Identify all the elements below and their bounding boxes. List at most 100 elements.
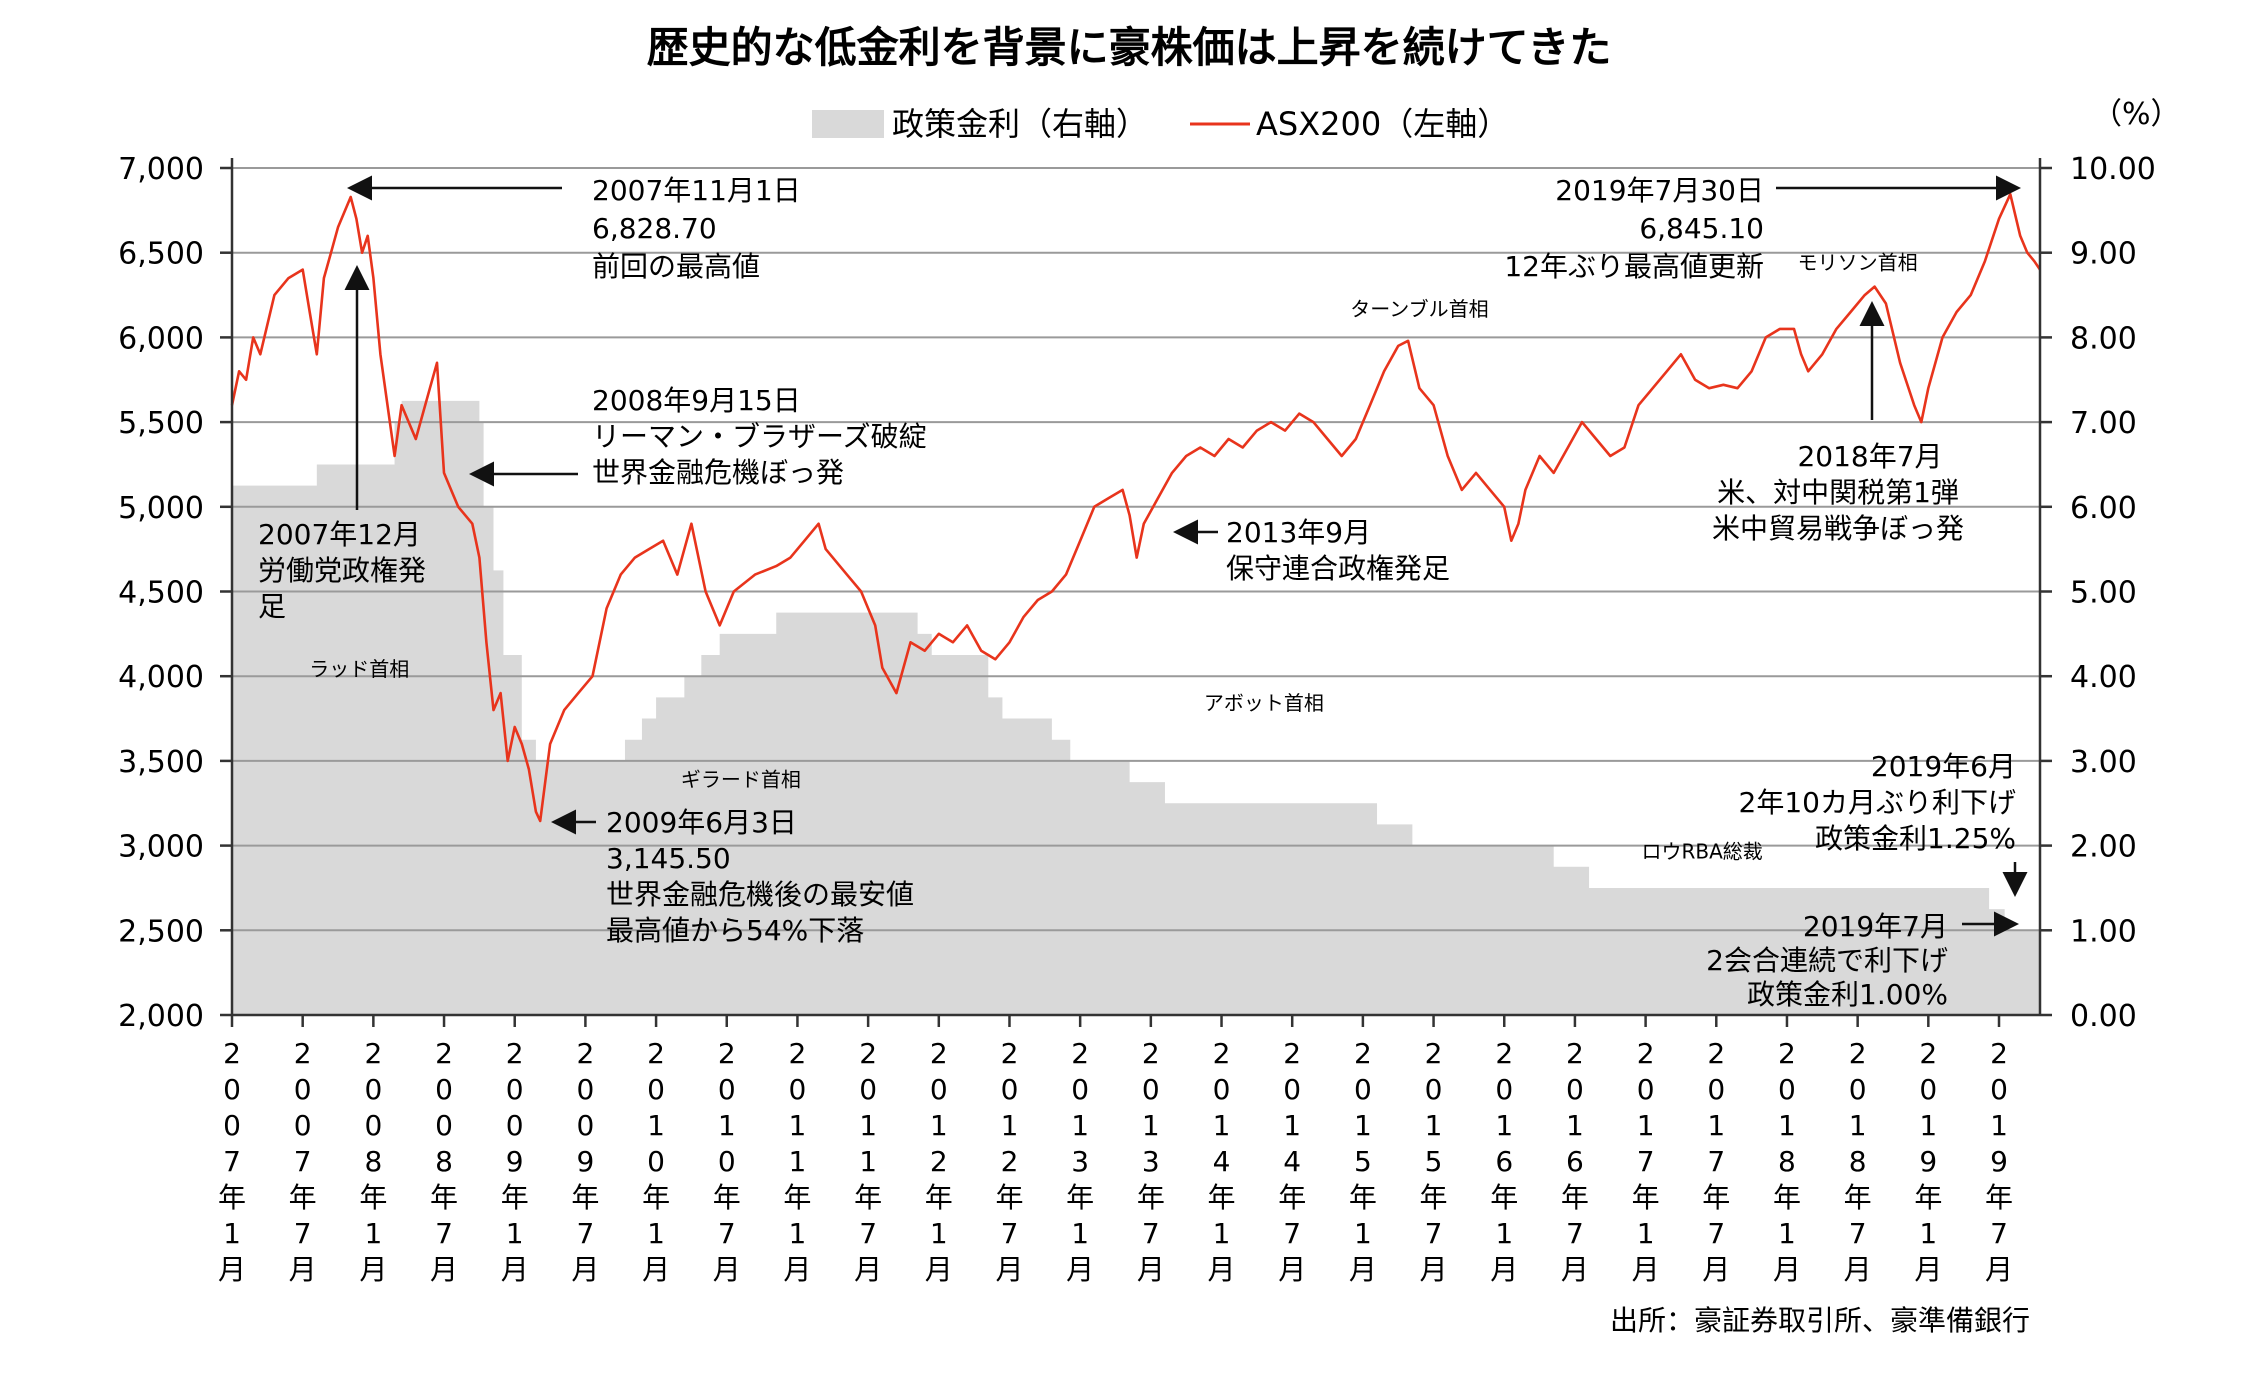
annotation-line: 2007年12月 — [258, 518, 421, 551]
right-tick-label: 9.00 — [2070, 237, 2137, 272]
right-tick-label: 4.00 — [2070, 660, 2137, 695]
right-tick-label: 1.00 — [2070, 914, 2137, 949]
annotation-2018-trade-war: 2018年7月 米、対中関税第1弾 米中貿易戦争ぼっ発 — [1712, 301, 1964, 545]
annotation-line: 米、対中関税第1弾 — [1717, 476, 1959, 509]
left-tick-label: 5,500 — [118, 406, 204, 441]
legend-label-asx200: ASX200（左軸） — [1256, 105, 1509, 143]
annotation-2009-low: 2009年6月3日 3,145.50 世界金融危機後の最安値 最高値から54%下… — [551, 806, 914, 947]
legend-swatch-policy-rate — [812, 110, 884, 138]
annotation-2013-coalition: 2013年9月 保守連合政権発足 — [1173, 516, 1450, 585]
right-tick-label: 5.00 — [2070, 576, 2137, 611]
annotation-line: 政策金利1.25% — [1815, 822, 2016, 855]
asx200-series-line — [230, 192, 2042, 823]
annotation-line: 2007年11月1日 — [592, 174, 801, 207]
left-tick-label: 4,000 — [118, 660, 204, 695]
axes: 2,000 2,500 3,000 3,500 4,000 4,500 5,000 5,500… — [118, 152, 2156, 1286]
annotation-line: 2009年6月3日 — [606, 806, 797, 839]
right-tick-label: 2.00 — [2070, 830, 2137, 865]
annotation-line: 6,845.10 — [1639, 212, 1764, 245]
region-label: ターンブル首相 — [1350, 297, 1488, 321]
annotation-line: 世界金融危機ぼっ発 — [592, 456, 844, 489]
region-label: アボット首相 — [1204, 691, 1324, 715]
annotation-line: 2008年9月15日 — [592, 384, 801, 417]
right-tick-label: 6.00 — [2070, 491, 2137, 526]
annotation-line: 足 — [258, 590, 286, 623]
left-tick-label: 3,500 — [118, 745, 204, 780]
right-tick-label: 3.00 — [2070, 745, 2137, 780]
region-label: ギラード首相 — [681, 767, 801, 791]
annotation-line: 3,145.50 — [606, 842, 731, 875]
region-label: モリソン首相 — [1798, 251, 1918, 275]
left-tick-label: 4,500 — [118, 576, 204, 611]
annotation-2007-peak: 2007年11月1日 6,828.70 前回の最高値 — [347, 174, 801, 283]
region-label: ラッド首相 — [309, 657, 409, 681]
source-note: 出所：豪証券取引所、豪準備銀行 — [1610, 1304, 2030, 1337]
annotation-line: 2013年9月 — [1226, 516, 1371, 549]
right-tick-label: 0.00 — [2070, 999, 2137, 1034]
left-tick-label: 3,000 — [118, 830, 204, 865]
right-tick-label: 8.00 — [2070, 321, 2137, 356]
left-tick-label: 5,000 — [118, 491, 204, 526]
annotation-line: 2年10カ月ぶり利下げ — [1739, 786, 2016, 819]
right-tick-label: 7.00 — [2070, 406, 2137, 441]
left-tick-label: 2,500 — [118, 914, 204, 949]
left-tick-label: 6,000 — [118, 321, 204, 356]
annotation-line: 保守連合政権発足 — [1226, 552, 1450, 585]
asx200-line — [230, 192, 2042, 823]
right-tick-label: 10.00 — [2070, 152, 2156, 187]
annotation-line: 最高値から54%下落 — [606, 914, 864, 947]
annotation-2019-june-cut: 2019年6月 2年10カ月ぶり利下げ 政策金利1.25% — [1739, 750, 2028, 897]
legend-label-policy-rate: 政策金利（右軸） — [892, 105, 1148, 143]
annotation-line: 2018年7月 — [1797, 440, 1942, 473]
annotation-line: 政策金利1.00% — [1747, 978, 1948, 1011]
annotation-2019-july-cut: 2019年7月 2会合連続で利下げ 政策金利1.00% — [1706, 910, 2019, 1011]
annotation-line: 世界金融危機後の最安値 — [606, 878, 914, 911]
annotation-line: 2019年7月30日 — [1555, 174, 1764, 207]
left-tick-label: 7,000 — [118, 152, 204, 187]
annotation-line: リーマン・ブラザーズ破綻 — [592, 420, 927, 453]
annotation-2008-lehman: 2008年9月15日 リーマン・ブラザーズ破綻 世界金融危機ぼっ発 — [469, 384, 927, 489]
left-tick-label: 6,500 — [118, 237, 204, 272]
policy-rate-area-shape — [232, 400, 2040, 1015]
chart-title: 歴史的な低金利を背景に豪株価は上昇を続けてきた — [647, 23, 1612, 72]
annotation-line: 2019年6月 — [1871, 750, 2016, 783]
annotation-line: 労働党政権発 — [258, 554, 426, 587]
annotation-line: 6,828.70 — [592, 212, 717, 245]
annotation-line: 2会合連続で利下げ — [1706, 944, 1948, 977]
left-tick-label: 2,000 — [118, 999, 204, 1034]
annotation-2019-high: 2019年7月30日 6,845.10 12年ぶり最高値更新 — [1504, 174, 2021, 283]
annotation-line: 2019年7月 — [1803, 910, 1948, 943]
annotation-line: 12年ぶり最高値更新 — [1504, 250, 1764, 283]
annotation-2007-labor: 2007年12月 労働党政権発 足 — [258, 265, 426, 623]
policy-rate-area — [232, 400, 2040, 1015]
right-axis-unit: （%） — [2092, 97, 2181, 132]
gridlines — [232, 167, 2040, 932]
